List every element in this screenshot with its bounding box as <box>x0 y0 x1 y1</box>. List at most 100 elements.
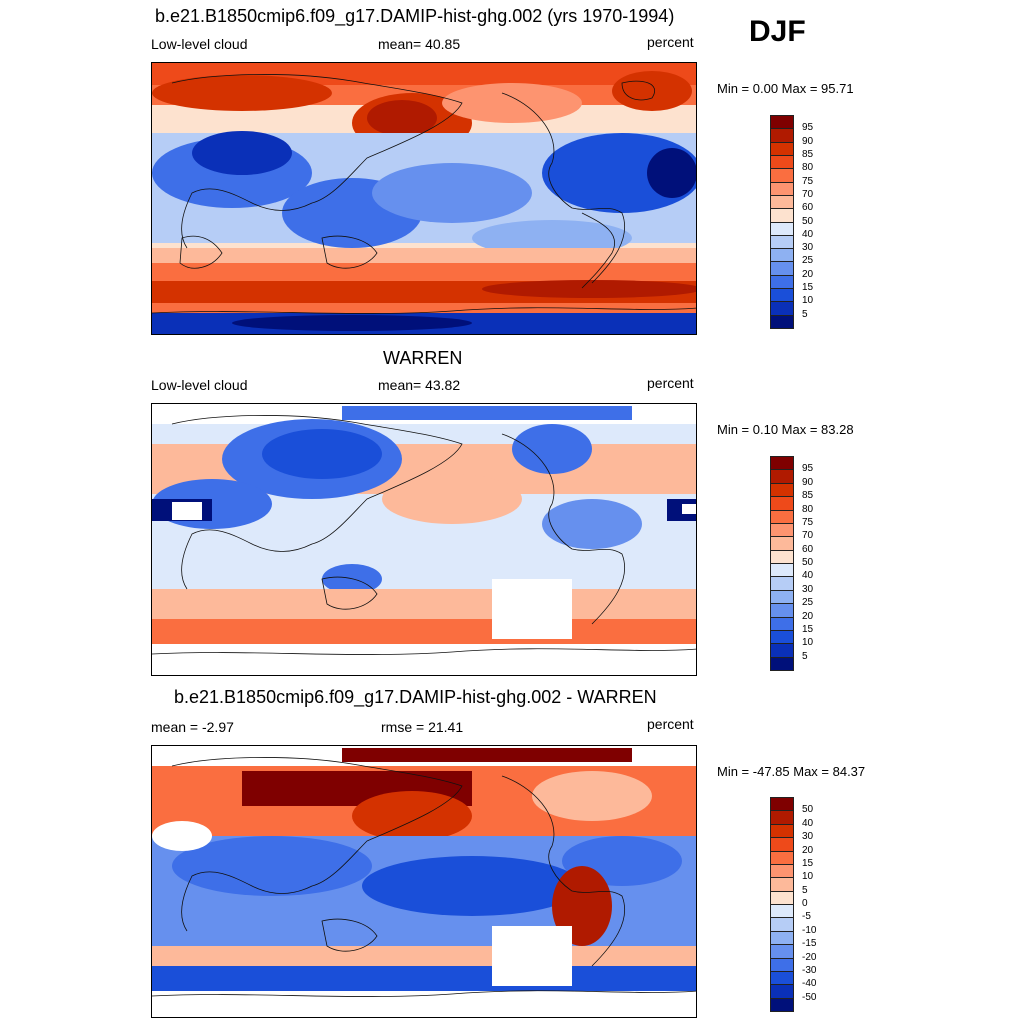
colorbar-swatch <box>770 863 794 879</box>
colorbar-swatch <box>770 168 794 183</box>
panel-2-variable-label: Low-level cloud <box>151 377 248 393</box>
colorbar-swatch <box>770 957 794 972</box>
colorbar-tick-label: 0 <box>802 898 808 909</box>
colorbar-swatch <box>770 643 794 658</box>
colorbar-tick-label: 15 <box>802 282 814 294</box>
panel-2-map <box>151 403 697 676</box>
colorbar-swatch <box>770 128 794 143</box>
colorbar-swatch <box>770 154 794 170</box>
colorbar-tick-label: 40 <box>802 570 814 582</box>
colorbar-swatch <box>770 997 794 1012</box>
panel-1-variable-label: Low-level cloud <box>151 36 248 52</box>
colorbar-tick-label: 80 <box>802 503 814 515</box>
colorbar-swatch <box>770 221 794 236</box>
colorbar-tick-label: 50 <box>802 557 814 568</box>
colorbar-swatch <box>770 563 794 578</box>
colorbar-tick-label: -40 <box>802 978 817 990</box>
colorbar-swatch <box>770 823 794 839</box>
panel-3-title: b.e21.B1850cmip6.f09_g17.DAMIP-hist-ghg.… <box>174 687 657 707</box>
panel-2-mean-label: mean= 43.82 <box>378 377 461 393</box>
panel-1-colorbar: 95 90 85 80 75 70 60 50 40 30 25 20 15 10 5 <box>770 115 813 329</box>
panel-2-colorbar: 95 90 85 80 75 70 60 50 40 30 25 20 15 10 5 <box>770 456 813 671</box>
colorbar-tick-label: -10 <box>802 924 817 936</box>
colorbar-swatch <box>770 970 794 986</box>
colorbar-tick-label: 5 <box>802 308 808 320</box>
colorbar-tick-label: 25 <box>802 597 814 609</box>
colorbar-swatch <box>770 904 794 919</box>
colorbar-tick-label: -15 <box>802 938 817 950</box>
panel-1-mean-label: mean= 40.85 <box>378 36 461 52</box>
colorbar-tick-label: 60 <box>802 543 814 555</box>
colorbar-tick-label: 10 <box>802 637 814 649</box>
colorbar-swatch <box>770 616 794 631</box>
colorbar-tick-label: 60 <box>802 202 814 214</box>
colorbar-tick-label: 20 <box>802 610 814 622</box>
colorbar-swatch <box>770 536 794 551</box>
panel-3-map <box>151 745 697 1018</box>
colorbar-swatch <box>770 850 794 865</box>
colorbar-swatch <box>770 301 794 316</box>
panel-1-range-label: Min = 0.00 Max = 95.71 <box>717 81 854 96</box>
colorbar-swatch <box>770 629 794 645</box>
colorbar-swatch <box>770 917 794 932</box>
colorbar-swatch <box>770 314 794 329</box>
panel-2-units-label: percent <box>647 375 694 391</box>
panel-3-units-label: percent <box>647 716 694 732</box>
colorbar-swatch <box>770 589 794 605</box>
colorbar-swatch <box>770 877 794 892</box>
panel-1-units-label: percent <box>647 34 694 50</box>
colorbar-tick-label: -50 <box>802 991 817 1003</box>
colorbar-tick-label: 25 <box>802 255 814 267</box>
colorbar-swatch <box>770 482 794 498</box>
colorbar-swatch <box>770 944 794 959</box>
colorbar-swatch <box>770 930 794 946</box>
colorbar-tick-label: 85 <box>802 490 814 502</box>
colorbar-tick-label: 20 <box>802 268 814 280</box>
colorbar-swatch <box>770 576 794 591</box>
colorbar-tick-label: 80 <box>802 162 814 174</box>
colorbar-tick-label: 10 <box>802 871 814 883</box>
panel-1-map <box>151 62 697 335</box>
colorbar-tick-label: 15 <box>802 623 814 635</box>
colorbar-swatch <box>770 984 794 999</box>
panel-3-mean-label: mean = -2.97 <box>151 719 234 735</box>
colorbar-tick-label: 20 <box>802 844 814 856</box>
colorbar-tick-label: 40 <box>802 228 814 240</box>
panel-3-range-label: Min = -47.85 Max = 84.37 <box>717 764 866 779</box>
panel-3-colorbar: 50 40 30 20 15 10 5 0 -5 -10 -15 -20 -30 -40 -50 <box>770 797 816 1012</box>
colorbar-swatch <box>770 890 794 905</box>
colorbar-swatch <box>770 274 794 290</box>
colorbar-swatch <box>770 194 794 210</box>
colorbar-tick-label: 85 <box>802 148 814 160</box>
panel-1-title: b.e21.B1850cmip6.f09_g17.DAMIP-hist-ghg.… <box>155 6 675 26</box>
colorbar-tick-label: 15 <box>802 857 814 869</box>
colorbar-tick-label: 75 <box>802 516 814 528</box>
colorbar-swatch <box>770 456 794 471</box>
colorbar-tick-label: 95 <box>802 463 814 475</box>
colorbar-tick-label: -30 <box>802 964 817 976</box>
panel-2-range-label: Min = 0.10 Max = 83.28 <box>717 422 854 437</box>
colorbar-swatch <box>770 522 794 538</box>
colorbar-tick-label: 70 <box>802 188 814 200</box>
colorbar-tick-label: 50 <box>802 215 814 227</box>
colorbar-tick-label: 70 <box>802 530 814 542</box>
colorbar-swatch <box>770 603 794 618</box>
colorbar-swatch <box>770 469 794 484</box>
colorbar-tick-label: 40 <box>802 817 814 829</box>
colorbar-swatch <box>770 288 794 303</box>
colorbar-tick-label: 75 <box>802 175 814 187</box>
colorbar-swatch <box>770 496 794 511</box>
colorbar-tick-label: 90 <box>802 476 814 488</box>
colorbar-swatch <box>770 115 794 130</box>
colorbar-swatch <box>770 509 794 524</box>
colorbar-tick-label: 95 <box>802 122 814 134</box>
colorbar-swatch <box>770 656 794 671</box>
colorbar-tick-label: 30 <box>802 583 814 595</box>
colorbar-swatch <box>770 549 794 564</box>
colorbar-tick-label: 5 <box>802 884 808 896</box>
colorbar-swatch <box>770 248 794 263</box>
season-label: DJF <box>749 15 806 48</box>
colorbar-tick-label: -20 <box>802 951 817 963</box>
panel-2-title: WARREN <box>383 348 463 368</box>
colorbar-tick-label: 50 <box>802 804 814 816</box>
